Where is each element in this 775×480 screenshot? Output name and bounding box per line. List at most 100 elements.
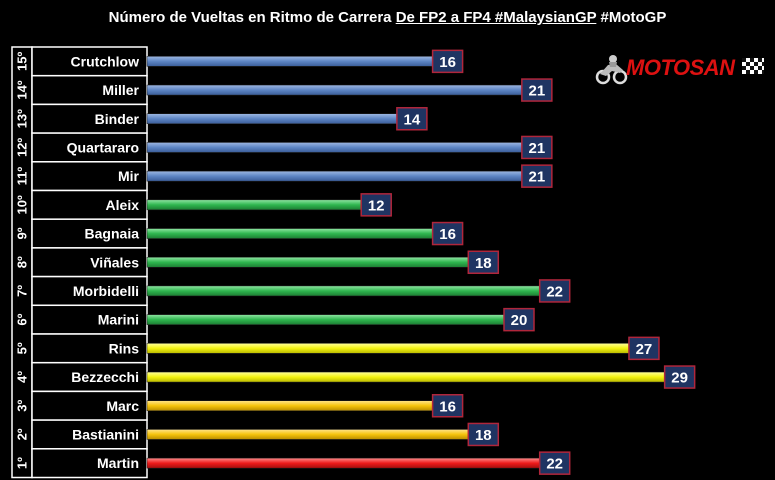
bar-row: 14º Miller 21 [15, 74, 553, 106]
position-label: 7º [15, 285, 30, 297]
value-box [467, 250, 500, 274]
bar-rins [146, 343, 630, 354]
value-box [521, 78, 553, 102]
bar-binder [146, 113, 398, 124]
value-box [431, 49, 464, 74]
bar-quartararo [146, 142, 523, 153]
value-box [663, 365, 696, 389]
rider-name: Aleix [106, 197, 140, 213]
rider-name: Marini [98, 312, 139, 328]
bar-marc [146, 400, 433, 411]
value-label: 20 [511, 312, 528, 329]
rider-label-cell [31, 189, 148, 220]
bar-row: 10º Aleix 12 [15, 189, 392, 220]
value-label: 27 [636, 341, 653, 358]
motorbike-rider-icon [595, 55, 628, 85]
value-label: 18 [475, 255, 492, 272]
value-label: 21 [529, 83, 546, 100]
rider-name: Bastianini [72, 426, 139, 442]
bar-miller [146, 84, 523, 96]
bar-row: 8º Viñales 18 [15, 247, 500, 278]
rider-name: Crutchlow [71, 53, 140, 69]
position-label: 2º [15, 428, 30, 440]
checkered-flag-icon [742, 58, 764, 74]
position-label: 5º [15, 342, 30, 354]
position-label: 8º [15, 256, 30, 268]
rider-name: Binder [95, 111, 140, 127]
value-label: 21 [529, 169, 546, 186]
value-box [467, 422, 500, 447]
value-label: 12 [368, 197, 385, 214]
bar-row: 1º Martin 22 [15, 448, 571, 479]
bar-marini [146, 314, 505, 325]
rider-label-cell [31, 448, 148, 479]
bar-crutchlow [146, 56, 433, 67]
logo-text: MOTOSAN [626, 55, 735, 80]
bar-row: 11º Mir 21 [15, 161, 553, 192]
value-box [521, 135, 553, 160]
value-label: 16 [439, 226, 456, 243]
rider-name: Martin [97, 455, 139, 471]
bar-bastianini [146, 429, 469, 440]
value-label: 14 [404, 111, 421, 128]
bar-row: 4º Bezzecchi 29 [15, 361, 696, 393]
value-label: 22 [546, 456, 563, 473]
rider-label-cell [31, 333, 148, 364]
bar-row: 15º Crutchlow 16 [15, 46, 464, 77]
value-box [521, 164, 553, 188]
value-box [628, 336, 660, 361]
position-label: 13º [15, 109, 30, 128]
position-label: 1º [15, 457, 30, 469]
position-label: 6º [15, 313, 30, 325]
value-box [360, 193, 392, 217]
motosan-logo: MOTOSAN [594, 52, 775, 86]
rider-label-cell [31, 46, 148, 77]
bar-row: 5º Rins 27 [15, 333, 660, 364]
value-box [396, 107, 428, 131]
chart-title: Número de Vueltas en Ritmo de Carrera De… [0, 9, 775, 26]
position-label: 4º [15, 371, 30, 383]
bar-viñales [146, 257, 469, 268]
bar-aleix [146, 199, 362, 211]
rider-name: Miller [102, 82, 139, 98]
rider-label-cell [31, 419, 148, 450]
bar-bezzecchi [146, 371, 665, 383]
value-box [431, 394, 464, 418]
bar-mir [146, 170, 523, 182]
bar-bagnaia [146, 228, 433, 239]
title-suffix: #MotoGP [596, 9, 667, 26]
rider-name: Mir [118, 168, 140, 184]
position-label: 3º [15, 400, 30, 412]
bar-row: 13º Binder 14 [15, 103, 428, 134]
position-label: 10º [15, 195, 30, 214]
rider-name: Morbidelli [73, 283, 139, 299]
position-label: 12º [15, 138, 30, 157]
value-label: 16 [439, 398, 456, 415]
rider-label-cell [31, 361, 148, 393]
bar-row: 7º Morbidelli 22 [15, 275, 571, 307]
title-prefix: Número de Vueltas en Ritmo de Carrera [108, 9, 396, 26]
bar-morbidelli [146, 285, 540, 297]
rider-name: Marc [106, 398, 139, 414]
value-box [503, 307, 535, 332]
value-label: 29 [671, 370, 688, 387]
value-label: 16 [439, 54, 456, 71]
position-label: 14º [15, 80, 30, 99]
bar-row: 2º Bastianini 18 [15, 419, 500, 450]
bar-row: 3º Marc 16 [15, 390, 464, 421]
value-label: 22 [546, 283, 563, 300]
bar-row: 9º Bagnaia 16 [15, 218, 464, 249]
rider-name: Rins [109, 340, 140, 356]
rider-name: Viñales [90, 254, 139, 270]
value-label: 21 [529, 140, 546, 157]
value-box [538, 451, 571, 475]
position-label: 15º [15, 51, 30, 70]
rider-name: Bagnaia [85, 226, 140, 242]
position-label: 11º [15, 167, 30, 186]
value-box [431, 221, 464, 246]
value-box [538, 279, 571, 303]
position-label: 9º [15, 227, 30, 239]
bar-martin [146, 457, 540, 469]
rider-name: Quartararo [67, 139, 139, 155]
